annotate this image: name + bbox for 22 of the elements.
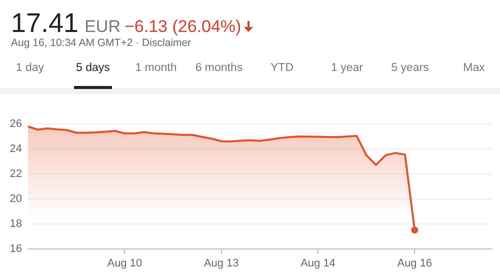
text: 1 month [135,62,177,74]
text: Aug 16, 10:34 AM GMT+2 · Disclaimer [11,37,192,49]
text: 6 months [195,62,243,74]
text: 5 years [391,62,429,74]
x-tick-label: Aug 10 [107,257,142,270]
text: EUR [84,17,120,36]
x-tick-label: Aug 16 [397,257,432,270]
y-tick-label: 24 [10,142,22,155]
text: Max [463,62,485,74]
x-tick-label: Aug 13 [204,257,239,270]
text: −6.13 (26.04%) [124,17,242,36]
y-tick-label: 26 [10,118,22,130]
text: YTD [270,62,294,74]
x-tick-label: Aug 14 [300,257,336,270]
text: 1 year [331,62,363,74]
y-tick-label: 16 [10,242,22,255]
text: 1 day [16,62,44,74]
chart-title: 17.41 [11,8,79,38]
y-tick-label: 20 [10,192,22,205]
y-tick-label: 22 [10,168,22,180]
y-tick-label: 18 [10,218,22,230]
text: 5 days [76,62,110,74]
